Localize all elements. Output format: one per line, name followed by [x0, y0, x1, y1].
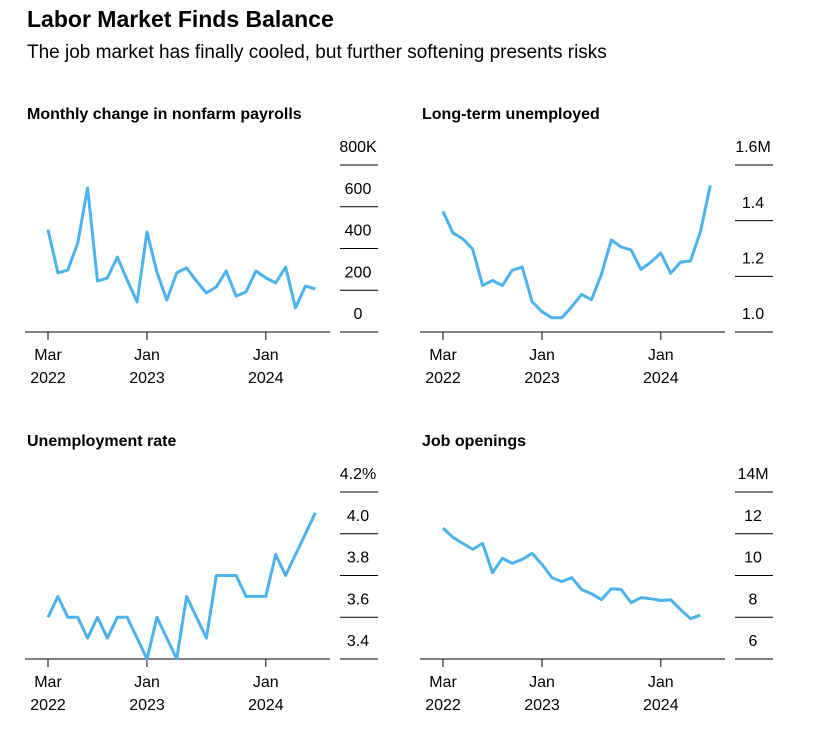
- y-tick-label: 8: [749, 591, 758, 608]
- data-line: [441, 527, 701, 621]
- x-tick-label: Jan 2023: [524, 674, 560, 714]
- x-tick-label: Jan 2024: [643, 674, 679, 714]
- y-tick-label: 1.2: [742, 251, 764, 268]
- chart-title: Unemployment rate: [27, 433, 176, 450]
- x-tick-label: Jan 2023: [129, 674, 165, 714]
- chart-title: Job openings: [422, 433, 526, 450]
- y-tick-label: 3.4: [347, 633, 369, 650]
- data-line: [46, 186, 316, 310]
- y-tick-label: 3.6: [347, 591, 369, 608]
- x-tick-label: Mar 2022: [425, 347, 461, 387]
- x-tick-label: Jan 2024: [248, 347, 284, 387]
- y-tick-label: 1.0: [742, 306, 764, 323]
- x-tick-label: Mar 2022: [30, 674, 66, 714]
- y-tick-label: 4.2%: [340, 466, 376, 483]
- y-tick-label: 0: [354, 306, 363, 323]
- subtitle: The job market has finally cooled, but f…: [27, 42, 607, 63]
- y-tick-label: 400: [345, 223, 372, 240]
- y-tick-label: 1.6M: [735, 139, 771, 156]
- x-tick-label: Jan 2023: [524, 347, 560, 387]
- y-tick-label: 6: [749, 633, 758, 650]
- y-tick-label: 1.4: [742, 195, 764, 212]
- x-tick-label: Jan 2023: [129, 347, 165, 387]
- data-line: [46, 512, 317, 661]
- x-tick-label: Jan 2024: [643, 347, 679, 387]
- chart-title: Long-term unemployed: [422, 106, 600, 123]
- y-tick-label: 200: [345, 264, 372, 281]
- x-tick-label: Jan 2024: [248, 674, 284, 714]
- y-tick-label: 4.0: [347, 508, 369, 525]
- x-tick-label: Mar 2022: [425, 674, 461, 714]
- y-tick-label: 10: [744, 550, 762, 567]
- y-tick-label: 14M: [737, 466, 768, 483]
- chart-title: Monthly change in nonfarm payrolls: [27, 106, 302, 123]
- title: Labor Market Finds Balance: [27, 6, 334, 32]
- y-tick-label: 600: [345, 181, 372, 198]
- x-tick-label: Mar 2022: [30, 347, 66, 387]
- y-tick-label: 12: [744, 508, 762, 525]
- data-line: [441, 184, 712, 320]
- y-tick-label: 3.8: [347, 550, 369, 567]
- y-tick-label: 800K: [339, 139, 377, 156]
